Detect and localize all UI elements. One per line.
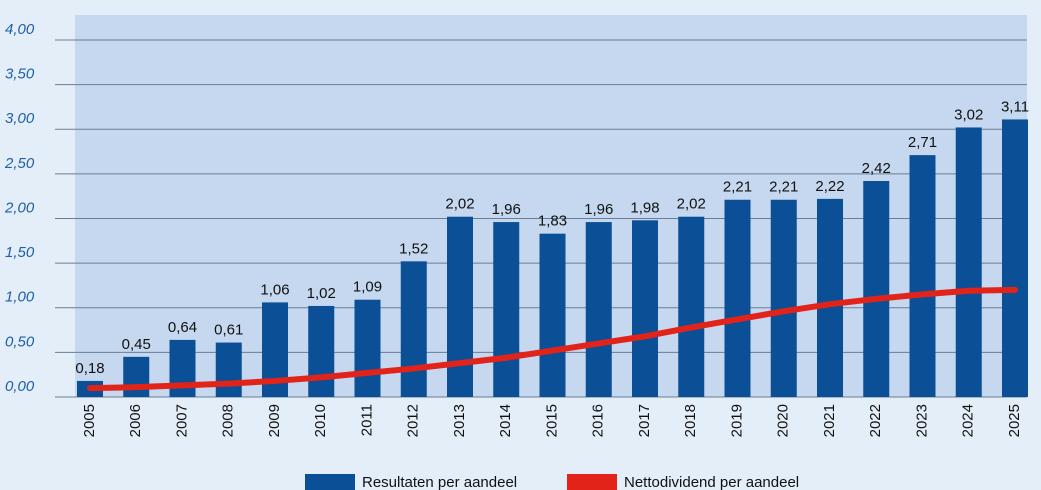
data-label: 2,42 [862,160,891,177]
y-tick-label: 2,00 [4,199,35,216]
data-label: 0,64 [168,319,197,336]
bar [770,199,797,397]
legend-label: Resultaten per aandeel [362,474,517,490]
bar [123,356,150,397]
bar [493,222,520,397]
data-label: 1,02 [307,285,336,302]
x-tick-label: 2022 [867,404,884,437]
data-label: 1,06 [260,281,289,298]
legend-swatch [305,474,355,490]
bar [678,216,705,397]
data-label: 1,09 [353,279,382,296]
x-tick-label: 2017 [636,404,653,437]
data-label: 0,61 [214,322,243,339]
x-tick-label: 2010 [312,404,329,437]
data-label: 0,45 [122,336,151,353]
data-label: 3,11 [1001,98,1029,115]
x-tick-label: 2024 [960,404,977,437]
x-tick-label: 2011 [358,404,375,436]
y-tick-label: 2,50 [4,155,35,172]
data-label: 1,96 [584,201,613,218]
x-tick-label: 2005 [81,404,98,437]
bar [539,233,566,397]
bar [632,220,658,397]
bar [909,155,936,397]
x-tick-label: 2009 [266,404,283,437]
bar [817,198,843,397]
data-label: 2,21 [723,179,752,196]
y-tick-label: 0,00 [5,378,35,395]
data-label: 1,96 [492,201,521,218]
bar [724,199,751,397]
bar [955,127,982,397]
bar [863,181,890,397]
x-tick-label: 2012 [405,404,422,437]
x-tick-label: 2020 [775,404,792,437]
data-label: 2,02 [445,196,474,213]
bar [400,261,427,397]
data-label: 3,02 [954,106,983,123]
line [87,286,1018,392]
bar [1002,119,1028,398]
x-tick-label: 2014 [497,404,514,437]
x-tick-label: 2015 [543,404,560,437]
x-tick-label: 2018 [682,404,699,437]
y-tick-label: 4,00 [5,21,35,38]
y-tick-label: 3,50 [5,66,35,83]
bar [308,305,335,397]
data-label: 1,52 [399,240,428,257]
data-label: 1,98 [630,199,659,216]
x-tick-label: 2019 [728,404,745,437]
data-label: 2,22 [815,178,844,195]
data-label: 1,83 [538,213,567,230]
x-tick-label: 2008 [220,404,237,437]
data-label: 0,18 [75,360,104,377]
x-tick-label: 2021 [821,404,838,437]
y-tick-label: 3,00 [5,110,35,127]
x-tick-label: 2025 [1006,404,1023,437]
x-tick-label: 2006 [127,404,144,437]
bar [447,216,473,397]
data-label: 2,71 [908,134,937,151]
x-tick-label: 2013 [451,404,468,437]
x-tick-label: 2007 [173,404,190,437]
legend-swatch [567,474,617,490]
bar [354,299,381,397]
y-tick-label: 1,00 [5,289,35,306]
y-tick-label: 1,50 [5,244,35,261]
y-tick-label: 0,50 [5,333,35,350]
bar [585,222,612,397]
x-tick-label: 2016 [590,404,607,437]
bar [215,342,242,397]
data-label: 2,21 [769,179,798,196]
legend-label: Nettodividend per aandeel [624,474,799,490]
x-tick-label: 2023 [913,404,930,437]
data-label: 2,02 [677,196,706,213]
